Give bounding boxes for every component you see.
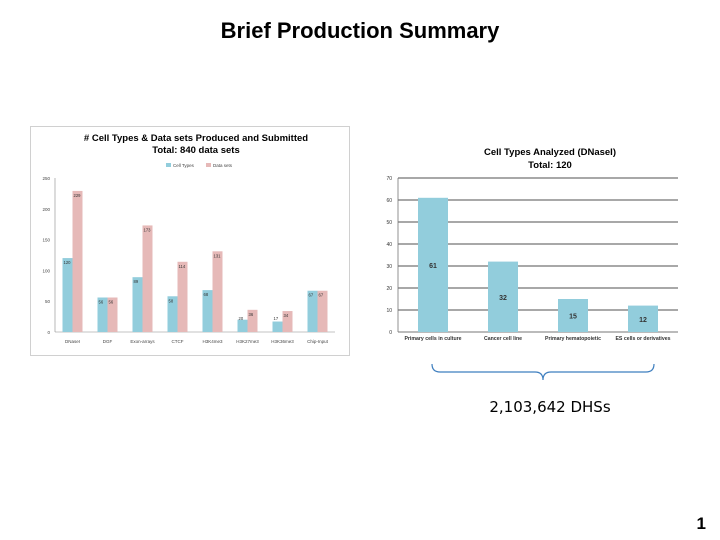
chart-frame: [30, 126, 350, 356]
data-label: 15: [569, 314, 577, 321]
data-label: 114: [179, 264, 186, 269]
dnase-cell-types-bar-chart: Cell Types Analyzed (DNaseI) Total: 120 …: [386, 147, 678, 342]
x-tick-label: ES cells or derivatives: [615, 336, 670, 342]
bar-cell-types: [202, 290, 213, 332]
bar-data-sets: [142, 225, 153, 332]
x-tick-label: Cancer cell line: [484, 336, 522, 342]
x-tick-label: H3K36me3: [271, 339, 294, 344]
data-label: 229: [74, 193, 82, 198]
y-tick-label: 200: [42, 207, 50, 212]
data-label: 56: [109, 300, 114, 305]
data-label: 34: [284, 313, 289, 318]
bar-cell-types: [237, 319, 248, 332]
bar: [418, 197, 448, 332]
page-number: 1: [696, 514, 706, 533]
y-tick-label: 60: [386, 198, 392, 204]
bar-cell-types: [62, 258, 73, 332]
data-label: 173: [144, 227, 152, 232]
y-tick-label: 20: [386, 286, 392, 292]
y-tick-label: 10: [386, 308, 392, 314]
y-tick-label: 0: [389, 330, 392, 336]
y-tick-label: 150: [42, 238, 50, 243]
y-tick-label: 30: [386, 264, 392, 270]
chart-title: # Cell Types & Data sets Produced and Su…: [84, 133, 308, 144]
bar: [628, 305, 658, 332]
legend-swatch-data-sets: [206, 163, 211, 167]
chart-subtitle: Total: 840 data sets: [152, 145, 239, 156]
chart-title: Cell Types Analyzed (DNaseI): [484, 147, 616, 158]
slide-title: Brief Production Summary: [220, 18, 500, 43]
data-label: 17: [274, 316, 279, 321]
legend-label-data-sets: Data sets: [213, 163, 233, 168]
x-tick-label: CTCF: [172, 339, 184, 344]
bar-cell-types: [97, 297, 108, 332]
data-label: 32: [499, 295, 507, 302]
production-bar-chart: # Cell Types & Data sets Produced and Su…: [30, 126, 350, 356]
bar: [558, 299, 588, 332]
data-label: 89: [134, 279, 139, 284]
y-tick-label: 100: [42, 268, 50, 273]
bar-data-sets: [212, 251, 223, 332]
data-label: 61: [429, 263, 437, 270]
bar-data-sets: [282, 311, 293, 332]
chart-bars: [418, 197, 658, 332]
bar-cell-types: [272, 321, 283, 332]
data-label: 131: [214, 253, 222, 258]
data-label: 20: [239, 316, 244, 321]
data-label: 67: [309, 293, 314, 298]
x-tick-label: DNaseI: [65, 339, 80, 344]
dhs-bracket: [431, 363, 655, 381]
bar-data-sets: [317, 290, 328, 332]
x-tick-label: Primary hematopoieticor immune cells: [545, 336, 601, 342]
bar-data-sets: [107, 297, 118, 332]
y-tick-label: 70: [386, 176, 392, 182]
chart-legend: Cell Types Data sets: [166, 163, 233, 168]
chart-subtitle: Total: 120: [528, 160, 572, 171]
bar: [488, 261, 518, 332]
y-tick-label: 250: [42, 176, 50, 181]
data-label: 58: [169, 298, 174, 303]
x-tick-label: Primary cells in culture: [404, 336, 461, 342]
y-tick-label: 50: [386, 220, 392, 226]
chart-labels: 61 Primary cells in culture 32 Cancer cell …: [404, 263, 670, 342]
y-tick-label: 0: [47, 330, 50, 335]
y-tick-label: 40: [386, 242, 392, 248]
data-label: 120: [64, 260, 72, 265]
dhs-total: 2,103,642 DHSs: [489, 398, 611, 416]
bar-data-sets: [72, 190, 83, 332]
data-label: 68: [204, 292, 209, 297]
bar-cell-types: [307, 290, 318, 332]
bar-data-sets: [177, 261, 188, 332]
y-tick-label: 50: [45, 299, 51, 304]
legend-swatch-cell-types: [166, 163, 171, 167]
bar-cell-types: [167, 296, 178, 332]
legend-label-cell-types: Cell Types: [173, 163, 195, 168]
data-label: 56: [99, 300, 104, 305]
chart-bars: [62, 190, 328, 332]
bar-data-sets: [247, 309, 258, 332]
x-tick-label: H3K4me3: [202, 339, 223, 344]
data-label: 67: [319, 293, 324, 298]
chart-labels: 120 229 DNaseI 56 56 DGF 89 173 Exon-arrays 58 114…: [64, 193, 329, 344]
data-label: 12: [639, 317, 647, 324]
data-label: 36: [249, 312, 254, 317]
x-tick-label: H3K27me3: [236, 339, 259, 344]
x-tick-label: Chip-Input: [307, 339, 329, 344]
x-tick-label: DGF: [103, 339, 113, 344]
bar-cell-types: [132, 277, 143, 332]
x-tick-label: Exon-arrays: [130, 339, 155, 344]
